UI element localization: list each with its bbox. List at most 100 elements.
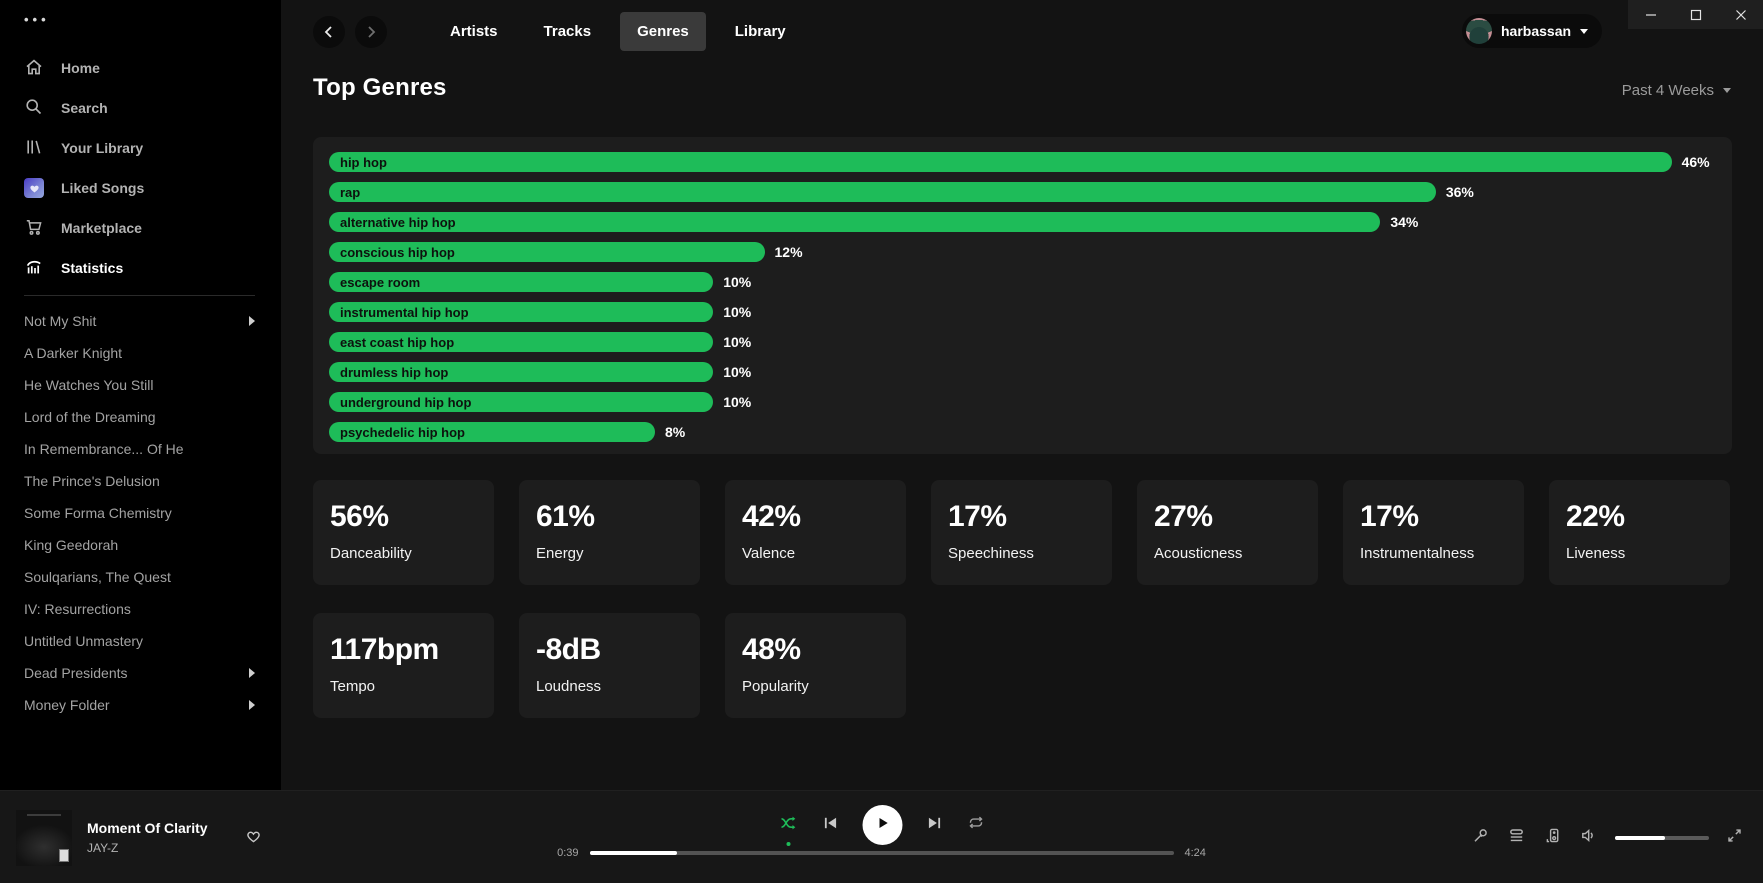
next-track-button[interactable] (925, 814, 943, 837)
volume-button[interactable] (1579, 826, 1598, 850)
genre-bar-label: east coast hip hop (340, 334, 455, 350)
stat-card-valence: 42% Valence (725, 480, 906, 585)
sidebar-item-marketplace[interactable]: Marketplace (0, 208, 281, 248)
playlist-item[interactable]: King Geedorah (24, 537, 119, 553)
playlist-item[interactable]: The Prince's Delusion (24, 473, 160, 489)
genre-bar[interactable]: underground hip hop (329, 392, 714, 412)
genre-bar-label: drumless hip hop (340, 364, 449, 380)
genre-bar[interactable]: escape room (329, 272, 714, 292)
sidebar-item-label: Liked Songs (61, 180, 145, 196)
genre-bar[interactable]: instrumental hip hop (329, 302, 714, 322)
connect-device-icon (1543, 826, 1562, 850)
total-time: 4:24 (1184, 847, 1206, 859)
genre-bar-row: escape room 10% (329, 272, 1716, 292)
stat-card-tempo: 117bpm Tempo (313, 613, 494, 718)
connect-device-button[interactable] (1543, 826, 1562, 850)
genre-bar[interactable]: conscious hip hop (329, 242, 765, 262)
app-menu-dots-icon[interactable]: ••• (24, 12, 50, 27)
genre-bar-row: hip hop 46% (329, 152, 1716, 172)
track-title[interactable]: Moment Of Clarity (87, 820, 208, 836)
window-maximize-button[interactable] (1673, 0, 1718, 29)
shuffle-button[interactable] (778, 813, 798, 838)
search-icon (24, 97, 44, 120)
window-minimize-button[interactable] (1628, 0, 1673, 29)
playlist-item[interactable]: Soulqarians, The Quest (24, 569, 171, 585)
genre-bar-label: hip hop (340, 154, 387, 170)
elapsed-time: 0:39 (557, 847, 579, 859)
play-button[interactable] (862, 805, 902, 845)
playlist-item[interactable]: IV: Resurrections (24, 601, 131, 617)
track-artist[interactable]: JAY-Z (87, 841, 119, 855)
playlist-item[interactable]: Lord of the Dreaming (24, 409, 156, 425)
sidebar-item-search[interactable]: Search (0, 88, 281, 128)
album-art (16, 809, 72, 866)
playlist-item[interactable]: In Remembrance... Of He (24, 441, 184, 457)
tab-tracks[interactable]: Tracks (543, 23, 592, 40)
genre-bar-row: east coast hip hop 10% (329, 332, 1716, 352)
playlist-item[interactable]: Some Forma Chemistry (24, 505, 172, 521)
playlist-item[interactable]: Money Folder (0, 689, 281, 721)
user-menu[interactable]: harbassan (1462, 14, 1603, 48)
forward-button[interactable] (355, 15, 387, 48)
sidebar-item-label: Your Library (61, 140, 144, 156)
like-track-button[interactable] (244, 826, 263, 849)
progress-bar[interactable] (589, 851, 1174, 855)
playlist-item[interactable]: He Watches You Still (24, 377, 154, 393)
tab-library[interactable]: Library (734, 23, 786, 40)
period-filter-dropdown[interactable]: Past 4 Weeks (1622, 82, 1731, 102)
genre-bar[interactable]: rap (329, 182, 1436, 202)
sidebar-item-home[interactable]: Home (0, 48, 281, 88)
chevron-right-icon (249, 668, 255, 678)
page-title: Top Genres (313, 74, 447, 101)
fullscreen-button[interactable] (1726, 827, 1743, 849)
genre-bar[interactable]: alternative hip hop (329, 212, 1381, 232)
tab-artists[interactable]: Artists (450, 23, 498, 40)
sidebar-item-statistics[interactable]: Statistics (0, 248, 281, 288)
stat-label: Instrumentalness (1360, 545, 1475, 562)
tab-genres[interactable]: Genres (620, 12, 706, 51)
back-button[interactable] (313, 15, 345, 48)
genre-bar-label: alternative hip hop (340, 214, 456, 230)
genre-bar[interactable]: east coast hip hop (329, 332, 714, 352)
user-name: harbassan (1501, 23, 1572, 39)
genre-bar-row: drumless hip hop 10% (329, 362, 1716, 382)
genre-bar[interactable]: psychedelic hip hop (329, 422, 655, 442)
volume-slider[interactable] (1615, 835, 1709, 840)
queue-button[interactable] (1507, 826, 1526, 850)
window-close-button[interactable] (1718, 0, 1763, 29)
chevron-down-icon (1580, 28, 1589, 34)
playlist-item[interactable]: Dead Presidents (0, 657, 281, 689)
genre-bar[interactable]: hip hop (329, 152, 1672, 172)
page-header: Top Genres Past 4 Weeks (313, 74, 1731, 102)
genre-bar-value: 10% (723, 304, 752, 320)
library-icon (24, 137, 44, 160)
sidebar-item-label: Statistics (61, 260, 124, 276)
playlist-item[interactable]: A Darker Knight (24, 345, 123, 361)
track-info: Moment Of Clarity JAY-Z (87, 820, 208, 855)
genre-bar-value: 10% (723, 394, 752, 410)
genre-bar-value: 46% (1681, 154, 1710, 170)
playlist-item[interactable]: Untitled Unmastery (24, 633, 144, 649)
stat-card-energy: 61% Energy (519, 480, 700, 585)
repeat-button[interactable] (966, 813, 985, 837)
sidebar-item-label: Marketplace (61, 220, 142, 236)
sidebar-playlists: Not My Shit A Darker Knight He Watches Y… (0, 305, 281, 721)
stat-label: Danceability (330, 545, 412, 562)
volume-icon (1579, 826, 1598, 850)
sidebar: ••• Home Search Your Library Liked Songs… (0, 0, 281, 790)
genre-bar[interactable]: drumless hip hop (329, 362, 714, 382)
volume-fill (1615, 835, 1665, 840)
stat-label: Valence (742, 545, 796, 562)
playlist-item[interactable]: Not My Shit (0, 305, 281, 337)
stat-value: 17% (948, 500, 1007, 533)
player-controls (778, 805, 985, 845)
sidebar-item-liked-songs[interactable]: Liked Songs (0, 168, 281, 208)
sidebar-item-your-library[interactable]: Your Library (0, 128, 281, 168)
lyrics-button[interactable] (1471, 826, 1490, 850)
sidebar-item-label: Search (61, 100, 108, 116)
genre-bar-label: rap (340, 184, 361, 200)
previous-track-button[interactable] (821, 814, 839, 837)
genre-bar-row: instrumental hip hop 10% (329, 302, 1716, 322)
stat-card-danceability: 56% Danceability (313, 480, 494, 585)
stat-card-acousticness: 27% Acousticness (1137, 480, 1318, 585)
